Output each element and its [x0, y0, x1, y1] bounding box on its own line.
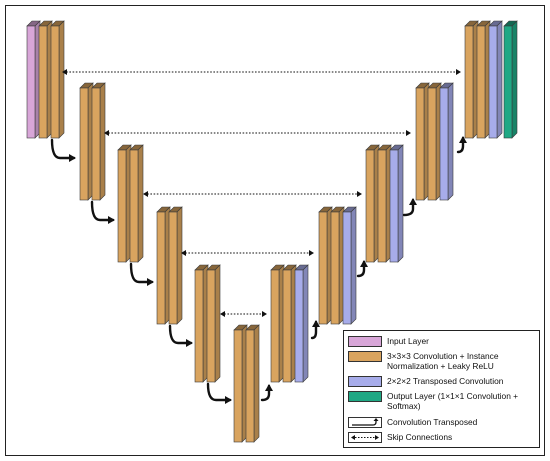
- transposed-conv-slab: [439, 82, 454, 201]
- conv-slab: [245, 324, 260, 443]
- input-layer-swatch: [348, 336, 382, 347]
- conv-slab: [464, 20, 479, 139]
- conv-block-swatch: [348, 351, 382, 362]
- legend-output-layer: Output Layer (1×1×1 Convolution + Softma…: [348, 391, 535, 411]
- conv-slab: [330, 206, 345, 325]
- output-layer-slab: [503, 20, 518, 139]
- down-arrow: [129, 262, 154, 286]
- legend-label: Convolution Transposed: [387, 417, 478, 427]
- bent-arrow-icon: [348, 417, 382, 428]
- legend-conv-transposed-arrow: Convolution Transposed: [348, 417, 535, 428]
- transposed-conv-slab: [389, 144, 404, 263]
- down-arrow: [206, 382, 232, 404]
- legend-input-layer: Input Layer: [348, 336, 535, 347]
- legend: Input Layer 3×3×3 Convolution + Instance…: [343, 330, 540, 448]
- up-arrow: [402, 198, 417, 217]
- up-arrow: [456, 136, 467, 154]
- double-dotted-arrow-icon: [348, 432, 382, 443]
- conv-slab: [318, 206, 333, 325]
- legend-conv-block: 3×3×3 Convolution + Instance Normalizati…: [348, 351, 535, 371]
- transposed-conv-slab: [488, 20, 503, 139]
- transposed-conv-slab: [294, 264, 309, 383]
- conv-slab: [91, 82, 106, 201]
- conv-slab: [377, 144, 392, 263]
- legend-skip-connections: Skip Connections: [348, 432, 535, 443]
- legend-label: Skip Connections: [387, 432, 453, 442]
- up-arrow: [260, 384, 273, 402]
- conv-slab: [282, 264, 297, 383]
- conv-slab: [206, 264, 221, 383]
- conv-slab: [233, 324, 248, 443]
- legend-label: Output Layer (1×1×1 Convolution + Softma…: [387, 391, 519, 411]
- legend-label: 3×3×3 Convolution + Instance Normalizati…: [387, 351, 499, 371]
- conv-slab: [415, 82, 430, 201]
- conv-slab: [38, 20, 53, 139]
- conv-slab: [365, 144, 380, 263]
- conv-slab: [50, 20, 65, 139]
- conv-slab: [79, 82, 94, 201]
- down-arrow: [168, 324, 193, 347]
- conv-slab: [129, 144, 144, 263]
- conv-slab: [194, 264, 209, 383]
- legend-label: Input Layer: [387, 336, 429, 346]
- down-arrow: [90, 200, 115, 224]
- legend-label: 2×2×2 Transposed Convolution: [387, 376, 504, 386]
- output-layer-swatch: [348, 391, 382, 402]
- up-arrow: [310, 320, 320, 340]
- conv-slab: [270, 264, 285, 383]
- conv-slab: [156, 206, 171, 325]
- conv-slab: [168, 206, 183, 325]
- conv-slab: [427, 82, 442, 201]
- input-layer-slab: [26, 20, 41, 139]
- transposed-conv-slab: [342, 206, 357, 325]
- transposed-conv-swatch: [348, 376, 382, 387]
- conv-slab: [476, 20, 491, 139]
- conv-slab: [117, 144, 132, 263]
- down-arrow: [50, 138, 76, 162]
- up-arrow: [356, 260, 368, 278]
- legend-transposed-conv: 2×2×2 Transposed Convolution: [348, 376, 535, 387]
